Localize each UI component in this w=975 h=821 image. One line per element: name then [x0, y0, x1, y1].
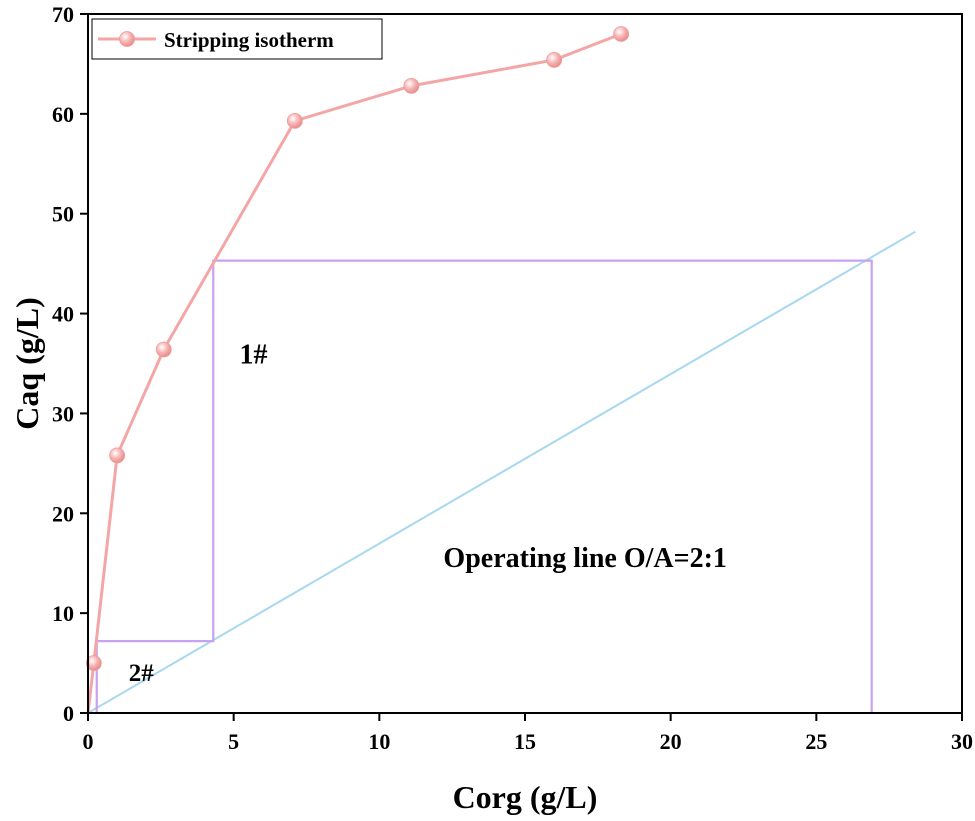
chart-lines-layer — [86, 32, 916, 714]
stage-steps-line — [95, 259, 873, 713]
y-tick-label: 0 — [63, 701, 74, 726]
isotherm-line — [86, 32, 622, 714]
isotherm-point — [155, 341, 172, 358]
y-tick-label: 10 — [52, 601, 74, 626]
isotherm-point — [85, 655, 102, 671]
y-tick-label: 60 — [52, 102, 74, 127]
y-tick-label: 70 — [52, 2, 74, 27]
isotherm-point — [286, 112, 303, 129]
x-tick-label: 10 — [368, 729, 390, 754]
chart-markers-layer — [85, 26, 630, 671]
x-axis-title: Corg (g/L) — [453, 779, 598, 815]
y-tick-label: 50 — [52, 202, 74, 227]
x-tick-label: 0 — [83, 729, 94, 754]
annotation-stage-1: 1# — [239, 340, 267, 371]
annotation-stage-2: 2# — [129, 660, 155, 687]
operating-line — [87, 230, 916, 714]
legend: Stripping isotherm — [91, 18, 383, 60]
y-tick-label: 30 — [52, 401, 74, 426]
axes-layer: 0 5 10 15 20 25 30 0 10 20 30 40 50 60 70 — [52, 2, 973, 754]
legend-marker-swatch — [119, 31, 135, 47]
isotherm-point — [613, 26, 630, 42]
x-tick-label: 5 — [228, 729, 239, 754]
x-tick-label: 25 — [805, 729, 827, 754]
isotherm-point — [109, 447, 126, 464]
annotation-operating-line: Operating line O/A=2:1 — [443, 543, 726, 574]
annotations-layer: 1# 2# Operating line O/A=2:1 — [129, 340, 727, 688]
plot-frame — [87, 13, 963, 714]
x-tick-label: 15 — [514, 729, 536, 754]
legend-label: Stripping isotherm — [164, 28, 334, 52]
isotherm-point — [403, 77, 420, 94]
x-tick-label: 20 — [660, 729, 682, 754]
x-tick-label: 30 — [951, 729, 973, 754]
y-tick-label: 20 — [52, 501, 74, 526]
y-axis-title: Caq (g/L) — [9, 297, 45, 429]
isotherm-point — [546, 52, 563, 68]
y-tick-label: 40 — [52, 302, 74, 327]
